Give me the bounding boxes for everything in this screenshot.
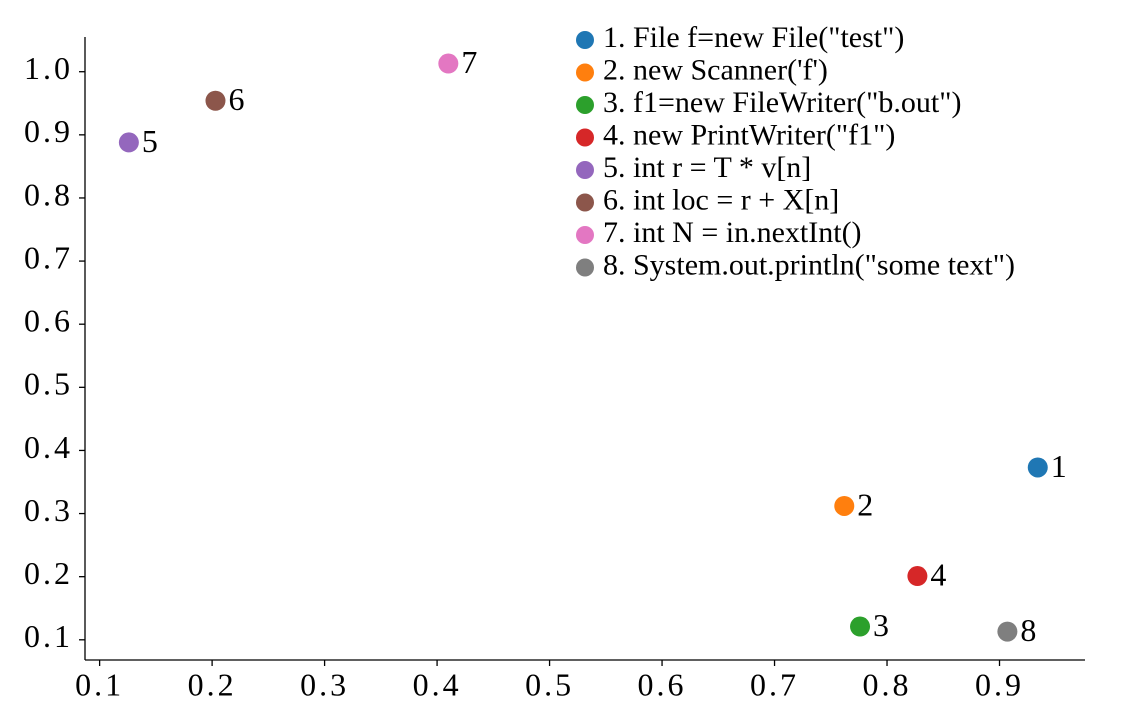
legend-label: 1. File f=new File("test") — [603, 21, 904, 54]
legend-label: 4. new PrintWriter("f1") — [603, 118, 895, 151]
legend-marker — [576, 161, 594, 179]
x-tick-label: 0.9 — [975, 666, 1024, 702]
point-label: 6 — [228, 81, 244, 117]
y-tick-label: 0.1 — [24, 618, 73, 654]
point-label: 2 — [857, 486, 873, 522]
legend-marker — [576, 193, 594, 212]
legend-marker — [576, 96, 594, 114]
point — [118, 132, 139, 153]
point — [997, 621, 1018, 642]
legend-marker — [576, 128, 594, 147]
point — [907, 566, 928, 587]
y-tick-label: 0.4 — [24, 429, 73, 465]
y-tick-label: 0.3 — [24, 492, 73, 528]
point-label: 7 — [461, 44, 477, 80]
x-tick-label: 0.4 — [413, 666, 462, 702]
point-label: 1 — [1051, 448, 1067, 484]
y-tick-label: 1.0 — [24, 50, 73, 86]
legend-label: 2. new Scanner('f') — [603, 53, 828, 86]
legend-label: 7. int N = in.nextInt() — [603, 216, 862, 249]
legend-marker — [576, 226, 594, 244]
point-label: 4 — [930, 556, 946, 592]
y-tick-label: 0.7 — [24, 239, 73, 275]
y-tick-label: 0.8 — [24, 176, 73, 212]
point — [438, 53, 459, 74]
x-tick-label: 0.1 — [75, 666, 124, 702]
legend-label: 3. f1=new FileWriter("b.out") — [603, 86, 961, 119]
x-tick-label: 0.6 — [638, 666, 687, 702]
x-tick-label: 0.2 — [188, 666, 237, 702]
y-tick-label: 0.2 — [24, 555, 73, 591]
point — [850, 616, 871, 637]
x-tick-label: 0.3 — [300, 666, 349, 702]
point-label: 3 — [873, 607, 889, 643]
legend-label: 6. int loc = r + X[n] — [603, 183, 839, 216]
point-label: 5 — [142, 123, 158, 159]
y-tick-label: 0.6 — [24, 303, 73, 339]
x-tick-label: 0.5 — [525, 666, 574, 702]
legend-label: 8. System.out.println("some text") — [603, 248, 1015, 281]
point-label: 8 — [1020, 612, 1036, 648]
x-tick-label: 0.7 — [750, 666, 799, 702]
legend-marker — [576, 63, 594, 82]
legend-marker — [576, 258, 594, 277]
point — [205, 90, 226, 111]
point — [1027, 457, 1048, 478]
point — [834, 495, 855, 516]
y-tick-label: 0.9 — [24, 113, 73, 149]
y-tick-label: 0.5 — [24, 366, 73, 402]
x-tick-label: 0.8 — [863, 666, 912, 702]
legend-marker — [576, 31, 594, 49]
legend-label: 5. int r = T * v[n] — [603, 151, 811, 184]
